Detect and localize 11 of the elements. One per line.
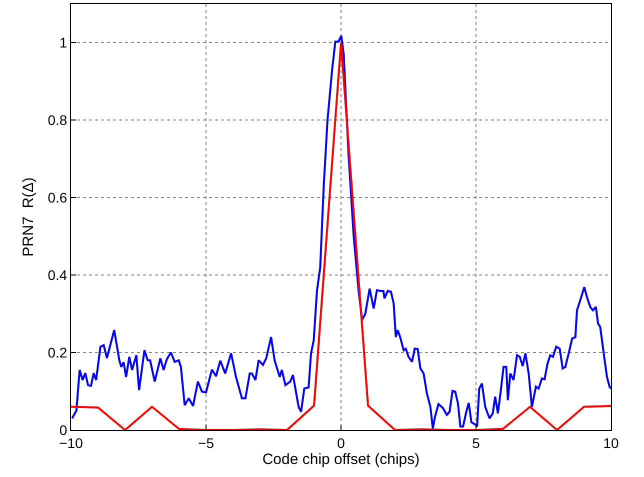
x-tick-label: −5 (198, 434, 214, 451)
y-axis-title: PRN7 R(Δ) (20, 177, 37, 257)
y-tick-label: 0.2 (48, 344, 68, 360)
y-tick-label: 0.4 (48, 266, 68, 283)
x-tick-label: 0 (337, 434, 346, 451)
y-tick-label: 0.6 (48, 190, 68, 206)
y-tick-label: 1 (59, 34, 68, 51)
x-axis-title: Code chip offset (chips) (262, 450, 420, 468)
y-tick-label: 0.8 (48, 112, 68, 128)
x-tick-label: 10 (603, 434, 619, 451)
x-tick-label: 5 (472, 434, 480, 451)
